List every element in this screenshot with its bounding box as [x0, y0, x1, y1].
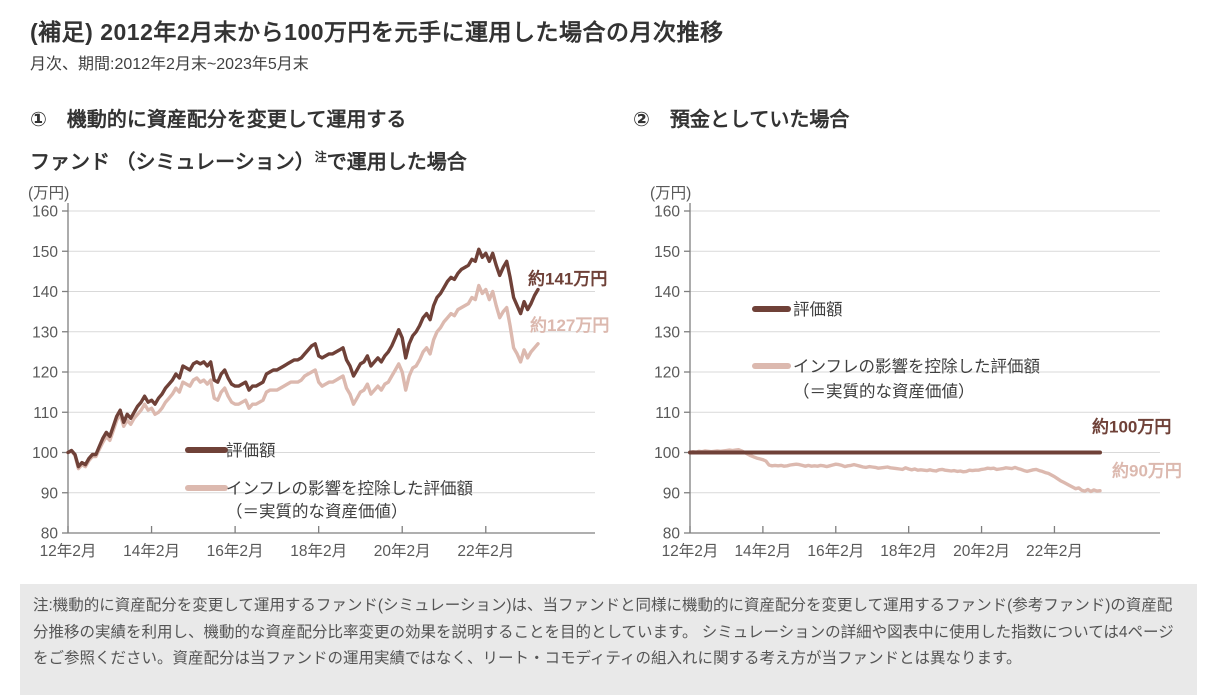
svg-text:110: 110	[655, 405, 680, 422]
svg-text:110: 110	[33, 405, 58, 422]
svg-text:140: 140	[32, 284, 58, 301]
right-chart: 80 90 100 110 120 130 140 150 160 12年2月 14年2月 16年2月…	[650, 185, 1182, 560]
svg-text:90: 90	[663, 485, 681, 502]
svg-text:14年2月: 14年2月	[123, 542, 180, 560]
svg-text:80: 80	[663, 526, 681, 543]
svg-text:22年2月: 22年2月	[457, 542, 514, 560]
left-chart-heading-line1: ① 機動的に資産配分を変更して運用する	[30, 109, 407, 131]
svg-text:20年2月: 20年2月	[374, 542, 431, 560]
svg-text:(万円): (万円)	[28, 185, 69, 202]
svg-text:100: 100	[654, 445, 680, 462]
svg-text:インフレの影響を控除した評価額: インフレの影響を控除した評価額	[793, 357, 1040, 376]
svg-text:100: 100	[32, 445, 58, 462]
svg-text:（＝実質的な資産価値）: （＝実質的な資産価値）	[793, 382, 975, 401]
svg-text:80: 80	[41, 526, 59, 543]
svg-text:150: 150	[32, 244, 58, 261]
svg-text:16年2月: 16年2月	[807, 542, 864, 560]
left-chart: 80 90 100 110 120 130 140 150 160 12年2月 14年2月 16年2月…	[28, 185, 609, 560]
svg-text:評価額: 評価額	[793, 300, 843, 319]
svg-text:約141万円: 約141万円	[528, 268, 607, 288]
svg-text:120: 120	[654, 365, 680, 382]
svg-text:140: 140	[654, 284, 680, 301]
svg-text:16年2月: 16年2月	[207, 542, 264, 560]
svg-text:18年2月: 18年2月	[290, 542, 347, 560]
svg-text:インフレの影響を控除した評価額: インフレの影響を控除した評価額	[226, 479, 473, 498]
left-chart-heading: ① 機動的に資産配分を変更して運用する ファンド （シミュレーション）注で運用し…	[30, 102, 630, 182]
note-text: 注:機動的に資産配分を変更して運用するファンド(シミュレーション)は、当ファンド…	[33, 597, 1174, 667]
svg-text:（＝実質的な資産価値）: （＝実質的な資産価値）	[226, 502, 408, 521]
svg-text:20年2月: 20年2月	[953, 542, 1010, 560]
svg-text:160: 160	[32, 204, 58, 221]
page-title: (補足) 2012年2月末から100万円を元手に運用した場合の月次推移	[30, 19, 724, 45]
svg-text:14年2月: 14年2月	[734, 542, 791, 560]
svg-text:約100万円: 約100万円	[1092, 417, 1171, 437]
note-box: 注:機動的に資産配分を変更して運用するファンド(シミュレーション)は、当ファンド…	[20, 584, 1197, 695]
svg-text:約127万円: 約127万円	[530, 315, 609, 335]
svg-text:18年2月: 18年2月	[880, 542, 937, 560]
svg-text:評価額: 評価額	[226, 441, 276, 460]
svg-text:150: 150	[654, 244, 680, 261]
right-chart-heading: ② 預金としていた場合	[633, 109, 850, 131]
svg-text:約90万円: 約90万円	[1112, 461, 1182, 481]
svg-text:120: 120	[32, 365, 58, 382]
svg-text:130: 130	[654, 324, 680, 341]
svg-text:(万円): (万円)	[650, 185, 691, 202]
svg-text:90: 90	[41, 485, 59, 502]
svg-text:130: 130	[32, 324, 58, 341]
page-subtitle: 月次、期間:2012年2月末~2023年5月末	[30, 56, 309, 73]
svg-text:160: 160	[654, 204, 680, 221]
svg-text:12年2月: 12年2月	[662, 542, 719, 560]
note-superscript: 注	[314, 150, 327, 164]
left-chart-heading-line2: ファンド （シミュレーション）注で運用した場合	[30, 150, 467, 174]
svg-text:12年2月: 12年2月	[40, 542, 97, 560]
svg-text:22年2月: 22年2月	[1026, 542, 1083, 560]
